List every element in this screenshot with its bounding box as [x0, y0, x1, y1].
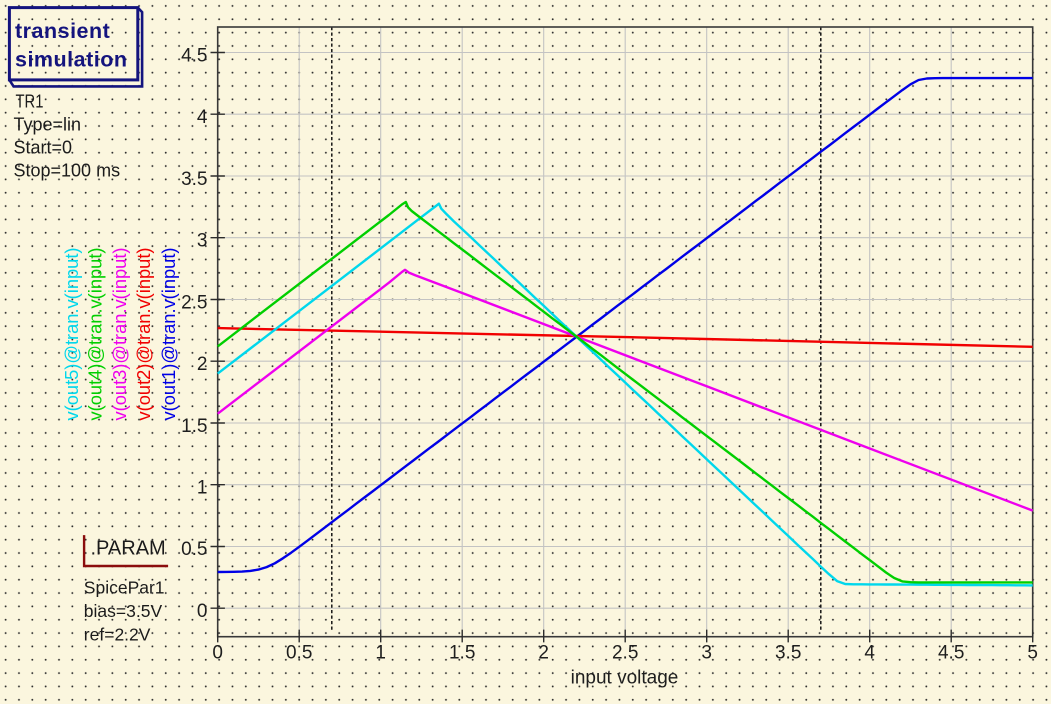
- svg-text:4.5: 4.5: [938, 642, 964, 663]
- svg-text:4.5: 4.5: [181, 45, 207, 66]
- svg-text:2: 2: [538, 642, 549, 663]
- svg-text:simulation: simulation: [15, 47, 128, 71]
- svg-text:3.5: 3.5: [775, 642, 801, 663]
- svg-text:1.5: 1.5: [449, 642, 475, 663]
- svg-text:Type=lin: Type=lin: [14, 114, 82, 134]
- svg-text:Stop=100 ms: Stop=100 ms: [14, 160, 121, 180]
- svg-text:v(out2)@tran.v(input): v(out2)@tran.v(input): [133, 248, 154, 421]
- svg-text:0: 0: [197, 601, 208, 622]
- svg-text:Start=0: Start=0: [14, 137, 73, 157]
- svg-text:.PARAM: .PARAM: [91, 537, 166, 559]
- svg-text:2.5: 2.5: [612, 642, 638, 663]
- svg-text:TR1: TR1: [16, 92, 44, 112]
- svg-text:0.5: 0.5: [181, 539, 207, 560]
- svg-text:2.5: 2.5: [181, 292, 207, 313]
- svg-text:2: 2: [197, 354, 208, 375]
- svg-text:input voltage: input voltage: [571, 667, 679, 688]
- svg-text:v(out1)@tran.v(input): v(out1)@tran.v(input): [158, 248, 179, 421]
- svg-text:bias=3.5V: bias=3.5V: [84, 601, 163, 621]
- svg-text:v(out3)@tran.v(input): v(out3)@tran.v(input): [109, 248, 130, 421]
- svg-text:1.5: 1.5: [181, 416, 207, 437]
- svg-text:0.5: 0.5: [286, 642, 312, 663]
- svg-text:4: 4: [864, 642, 875, 663]
- svg-text:0: 0: [212, 642, 223, 663]
- svg-text:5: 5: [1027, 642, 1038, 663]
- svg-text:v(out4)@tran.v(input): v(out4)@tran.v(input): [84, 248, 105, 421]
- svg-text:3: 3: [701, 642, 712, 663]
- svg-text:ref=2.2V: ref=2.2V: [84, 624, 151, 644]
- svg-text:3.5: 3.5: [181, 169, 207, 190]
- svg-text:1: 1: [197, 478, 208, 499]
- svg-text:4: 4: [197, 107, 208, 128]
- svg-text:SpicePar1: SpicePar1: [84, 578, 165, 598]
- svg-text:1: 1: [375, 642, 386, 663]
- svg-text:v(out5)@tran.v(input): v(out5)@tran.v(input): [61, 248, 82, 421]
- svg-text:transient: transient: [15, 19, 110, 43]
- svg-text:3: 3: [197, 231, 208, 252]
